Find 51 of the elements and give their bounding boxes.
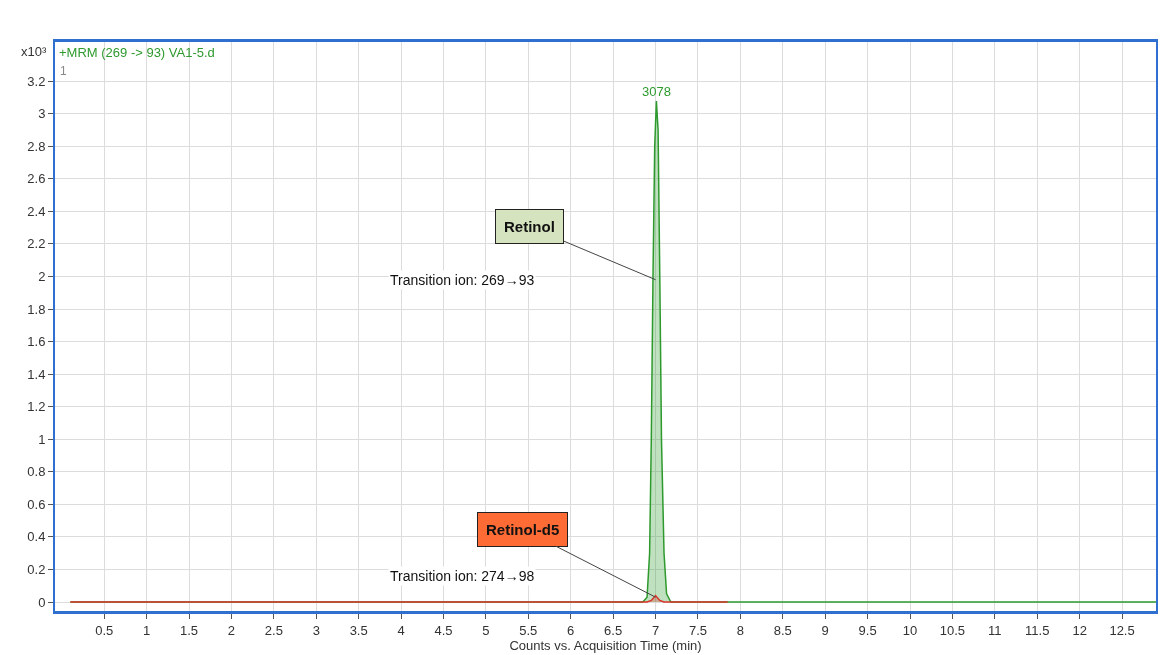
y-tick-label: 0.2	[27, 562, 46, 578]
x-tick-label: 6.5	[604, 622, 623, 638]
y-tick-label: 3	[38, 106, 46, 122]
x-tick-label: 3.5	[349, 622, 368, 638]
x-tick-label: 3	[312, 622, 320, 638]
x-tick-label: 7.5	[688, 622, 707, 638]
x-tick-label: 2.5	[264, 622, 283, 638]
x-tick-label: 1.5	[179, 622, 199, 638]
x-tick-label: 9.5	[858, 622, 877, 638]
annotation: 3078	[642, 84, 671, 99]
x-tick-label: 9	[821, 622, 829, 638]
y-tick-label: 0.4	[27, 529, 46, 545]
annotation: Transition ion: 274→98	[390, 568, 535, 584]
x-tick-label: 12	[1072, 622, 1087, 638]
x-tick-label: 12.5	[1109, 622, 1135, 638]
x-tick-label: 4.5	[434, 622, 453, 638]
y-axis-title: x10³	[21, 44, 47, 59]
x-tick-label: 5	[482, 622, 490, 638]
x-tick-label: 7	[651, 622, 660, 638]
x-tick-label: 10.5	[939, 622, 966, 638]
x-tick-label: 8.5	[773, 622, 792, 638]
y-tick-label: 2	[38, 268, 46, 284]
y-tick-label: 3.2	[27, 73, 46, 89]
y-tick-label: 0.8	[27, 464, 46, 480]
x-tick-label: 6	[567, 622, 575, 638]
x-axis-title: Counts vs. Acquisition Time (min)	[509, 637, 702, 653]
y-tick-label: 1.6	[27, 334, 46, 350]
x-tick-label: 8	[736, 622, 744, 638]
x-tick-label: 4	[397, 622, 405, 638]
y-tick-label: 0	[38, 594, 46, 610]
y-tick-label: 2.6	[27, 171, 46, 187]
x-tick-label: 11.5	[1025, 622, 1050, 638]
x-tick-label: 11	[988, 622, 1002, 638]
annotation: 1	[60, 64, 67, 78]
x-tick-label: 2	[227, 622, 236, 638]
annotation: Transition ion: 269→93	[390, 272, 535, 288]
y-tick-label: 2.4	[27, 203, 46, 219]
annotation: Retinol-d5	[486, 521, 560, 538]
x-tick-label: 0.5	[95, 622, 114, 638]
y-tick-label: 1.2	[27, 399, 46, 415]
chart-title: +MRM (269 -> 93) VA1-5.d	[59, 45, 215, 60]
y-tick-label: 1.4	[27, 366, 46, 382]
y-tick-label: 0.6	[27, 496, 46, 512]
annotation: Retinol	[504, 218, 555, 235]
x-tick-label: 1	[142, 622, 151, 638]
y-tick-label: 2.2	[27, 236, 46, 252]
y-tick-label: 2.8	[27, 138, 46, 154]
y-tick-label: 1	[38, 431, 46, 447]
x-tick-label: 5.5	[519, 622, 538, 638]
y-tick-label: 1.8	[27, 301, 46, 317]
x-tick-label: 10	[902, 622, 918, 638]
